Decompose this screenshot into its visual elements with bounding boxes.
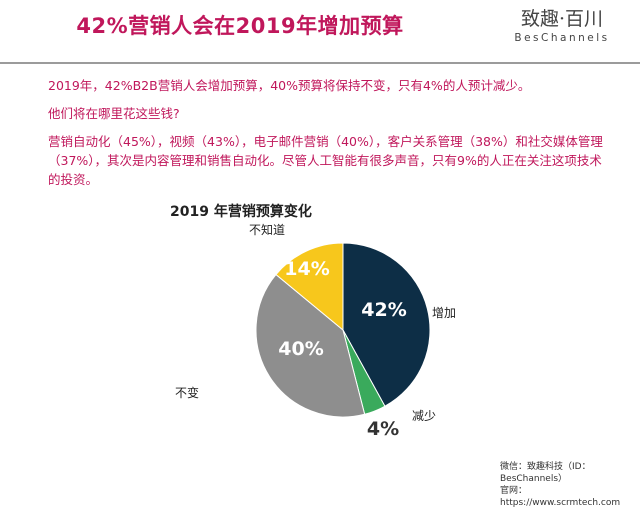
budget-pie-chart: 42% 增加 4% 减少 40% 不变 14% 不知道 bbox=[175, 223, 456, 440]
slice-category-label: 增加 bbox=[432, 306, 456, 320]
chart-title: 2019 年营销预算变化 bbox=[170, 204, 312, 220]
pie-slice bbox=[342, 242, 431, 407]
slice-category-label: 不变 bbox=[175, 385, 199, 400]
question-paragraph: 他们将在哪里花这些钱? bbox=[48, 106, 180, 121]
footer-website: 官网：https://www.scrmtech.com bbox=[500, 486, 621, 508]
slice-category-label: 不知道 bbox=[249, 223, 285, 237]
slice-value-label: 4% bbox=[367, 418, 399, 440]
detail-paragraph: 营销自动化（45%），视频（43%），电子邮件营销（40%），客户关系管理（38… bbox=[48, 134, 603, 187]
slice-category-label: 减少 bbox=[412, 409, 436, 423]
pie-slice bbox=[275, 242, 344, 332]
summary-paragraph: 2019年，42%B2B营销人会增加预算，40%预算将保持不变，只有4%的人预计… bbox=[48, 78, 531, 93]
slice-value-label: 14% bbox=[284, 258, 329, 280]
logo-english: BesChannels bbox=[514, 32, 610, 44]
slice-value-label: 40% bbox=[278, 338, 323, 360]
brand-logo: 致趣·百川 BesChannels bbox=[492, 4, 632, 44]
logo-chinese: 致趣·百川 bbox=[520, 8, 604, 30]
pie-slice bbox=[255, 273, 366, 418]
footer: 微信：致趣科技（ID：BesChannels） 官网：https://www.s… bbox=[500, 461, 640, 509]
slice-value-label: 42% bbox=[361, 299, 406, 321]
header-divider bbox=[0, 62, 640, 64]
footer-wechat: 微信：致趣科技（ID：BesChannels） bbox=[500, 462, 591, 484]
page-title: 42%营销人会在2019年增加预算 bbox=[76, 14, 404, 38]
